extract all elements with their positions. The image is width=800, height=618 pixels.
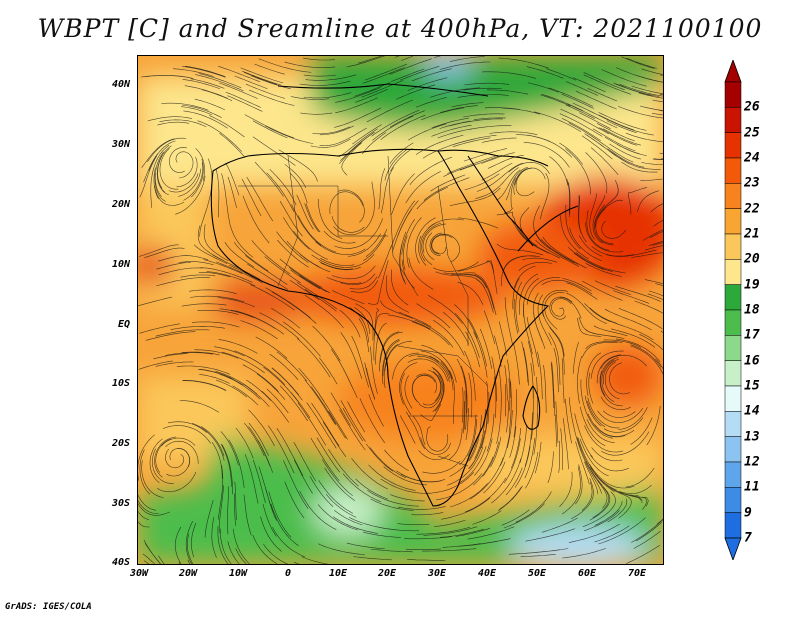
colorbar-tick-label: 24: [744, 150, 760, 166]
colorbar-bottom-arrow: [724, 537, 742, 560]
lon-label-20w: 20W: [178, 568, 198, 579]
lon-label-20e: 20E: [377, 568, 397, 579]
colorbar-top-arrow: [724, 60, 742, 83]
colorbar-swatch: [724, 132, 742, 159]
colorbar-tick-label: 14: [744, 403, 760, 419]
lat-label-40s: 40S: [111, 557, 130, 568]
colorbar-tick-label: 12: [744, 454, 760, 470]
lon-label-10w: 10W: [228, 568, 248, 579]
lat-label-20n: 20N: [111, 199, 130, 210]
lat-label-30s: 30S: [111, 498, 130, 509]
lon-label-30e: 30E: [427, 568, 447, 579]
colorbar-tick-label: 15: [744, 378, 760, 394]
colorbar-tick-label: 9: [744, 505, 752, 521]
lon-label-50e: 50E: [527, 568, 547, 579]
lon-label-0: 0: [284, 568, 292, 579]
colorbar-swatch: [724, 284, 742, 311]
colorbar-tick-label: 26: [744, 99, 760, 115]
map-plot: [137, 55, 664, 565]
colorbar-tick-label: 23: [744, 175, 760, 191]
map-title: WBPT [C] and Sreamline at 400hPa, VT: 20…: [37, 14, 763, 43]
colorbar-swatch: [724, 157, 742, 184]
colorbar-swatch: [724, 360, 742, 387]
colorbar-swatch: [724, 512, 742, 539]
colorbar-swatch: [724, 107, 742, 133]
colorbar-swatch: [724, 335, 742, 361]
colorbar-swatch: [724, 208, 742, 235]
borders: [238, 155, 489, 467]
colorbar-tick-label: 18: [744, 302, 760, 318]
lat-label-30n: 30N: [111, 139, 130, 150]
colorbar-swatch: [724, 183, 742, 209]
colorbar-tick-label: 11: [744, 479, 760, 495]
colorbar-swatch: [724, 233, 742, 260]
colorbar-swatch: [724, 461, 742, 488]
lon-label-30w: 30W: [129, 568, 149, 579]
colorbar-tick-label: 19: [744, 277, 760, 293]
lon-label-10e: 10E: [328, 568, 348, 579]
colorbar-tick-label: 25: [744, 125, 760, 141]
colorbar-tick-label: 22: [744, 201, 760, 217]
coastlines: [210, 83, 579, 507]
grads-credit: GrADS: IGES/COLA: [5, 602, 92, 612]
colorbar-swatch: [724, 259, 742, 285]
lat-label-10n: 10N: [111, 259, 130, 270]
colorbar: [724, 60, 742, 560]
colorbar-tick-label: 7: [744, 530, 752, 546]
colorbar-tick-label: 16: [744, 353, 760, 369]
colorbar-swatch: [724, 309, 742, 336]
colorbar-tick-label: 17: [744, 327, 760, 343]
streamlines: [138, 56, 663, 564]
lon-label-40e: 40E: [477, 568, 497, 579]
colorbar-tick-label: 20: [744, 251, 760, 267]
colorbar-swatch: [724, 81, 742, 108]
colorbar-tick-label: 21: [744, 226, 760, 242]
colorbar-swatch: [724, 385, 742, 412]
streamline-paths: [138, 56, 663, 564]
lat-label-eq: EQ: [117, 319, 130, 330]
lat-label-10s: 10S: [111, 378, 130, 389]
lon-label-60e: 60E: [577, 568, 597, 579]
colorbar-swatch: [724, 411, 742, 437]
lon-label-70e: 70E: [627, 568, 647, 579]
colorbar-tick-label: 13: [744, 429, 760, 445]
lat-label-20s: 20S: [111, 438, 130, 449]
colorbar-swatch: [724, 436, 742, 463]
colorbar-swatch: [724, 487, 742, 513]
lat-label-40n: 40N: [111, 79, 130, 90]
